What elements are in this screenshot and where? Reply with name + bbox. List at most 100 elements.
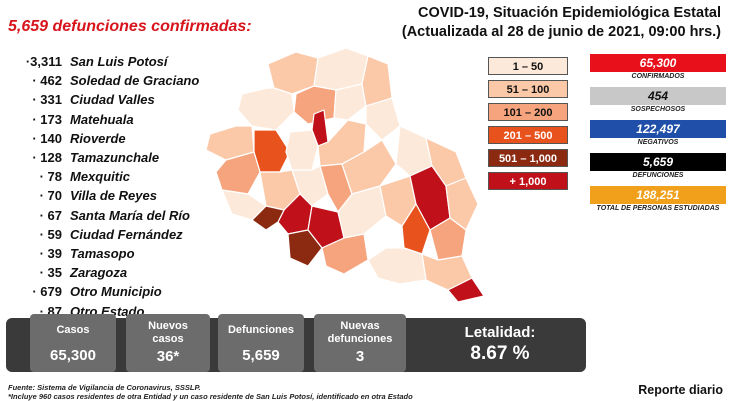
map-region — [447, 277, 485, 303]
municipality-name: Villa de Reyes — [70, 188, 157, 204]
municipality-row: · 128 Tamazunchale — [14, 148, 274, 167]
stat-value: 5,659 — [590, 153, 726, 171]
stats-panel: 65,300 CONFIRMADOS 454 SOSPECHOSOS 122,497 NE… — [590, 54, 726, 219]
defunciones-value: 5,659 — [242, 347, 280, 364]
municipality-row: ·3,311 San Luis Potosí — [14, 52, 274, 71]
municipality-row: · 39 Tamasopo — [14, 244, 274, 263]
state-map — [205, 47, 485, 303]
municipality-name: Soledad de Graciano — [70, 73, 200, 89]
casos-label: Casos — [56, 324, 90, 336]
legend-item: 1 – 50 — [488, 57, 568, 75]
map-region — [429, 217, 467, 261]
report-title: COVID-19, Situación Epidemiológica Estat… — [402, 4, 721, 42]
footnote-note: *Incluye 960 casos residentes de otra En… — [8, 392, 413, 401]
stat-label: TOTAL DE PERSONAS ESTUDIADAS — [596, 205, 720, 212]
legend-item: 51 – 100 — [488, 80, 568, 98]
municipality-row: · 59 Ciudad Fernández — [14, 225, 274, 244]
stat-value: 122,497 — [590, 120, 726, 138]
municipality-count: · 59 — [39, 226, 62, 242]
municipality-count: · 331 — [32, 92, 62, 108]
nuevas-defunciones-card: Nuevas defunciones 3 — [314, 314, 406, 372]
municipality-count: ·3,311 — [25, 54, 62, 70]
footnote-source: Fuente: Sistema de Vigilancia de Coronav… — [8, 383, 201, 392]
municipality-count: · 78 — [39, 169, 62, 185]
municipality-count: · 67 — [39, 207, 62, 223]
municipality-row: · 173 Matehuala — [14, 110, 274, 129]
map-region — [367, 247, 427, 285]
municipality-list: ·3,311 San Luis Potosí · 462 Soledad de Gra… — [14, 52, 274, 321]
municipality-count: · 70 — [39, 188, 62, 204]
municipality-row: · 35 Zaragoza — [14, 263, 274, 282]
deaths-title: 5,659 defunciones confirmadas: — [8, 18, 252, 35]
map-legend: 1 – 50 51 – 100 101 – 200 201 – 500 501 – 1,… — [488, 57, 568, 195]
stat-item: 122,497 NEGATIVOS — [590, 120, 726, 147]
casos-value: 65,300 — [50, 347, 96, 364]
municipality-row: · 331 Ciudad Valles — [14, 90, 274, 109]
casos-card: Casos 65,300 — [30, 314, 116, 372]
legend-item: 501 – 1,000 — [488, 149, 568, 167]
map-region — [445, 177, 479, 231]
stat-item: 65,300 CONFIRMADOS — [590, 54, 726, 81]
municipality-name: Otro Municipio — [70, 284, 162, 300]
report-type: Reporte diario — [638, 383, 723, 397]
municipality-row: · 78 Mexquitic — [14, 167, 274, 186]
legend-item: + 1,000 — [488, 172, 568, 190]
map-region — [253, 129, 291, 173]
legend-item: 201 – 500 — [488, 126, 568, 144]
municipality-count: · 462 — [32, 73, 62, 89]
stat-label: NEGATIVOS — [637, 139, 679, 146]
stat-value: 65,300 — [590, 54, 726, 72]
defunciones-card: Defunciones 5,659 — [218, 314, 304, 372]
stat-value: 188,251 — [590, 186, 726, 204]
report-title-line1: COVID-19, Situación Epidemiológica Estat… — [418, 5, 721, 21]
municipality-row: · 70 Villa de Reyes — [14, 186, 274, 205]
municipality-count: · 35 — [39, 265, 62, 281]
municipality-count: · 128 — [32, 150, 62, 166]
defunciones-label: Defunciones — [227, 324, 294, 336]
stat-label: CONFIRMADOS — [631, 73, 685, 80]
municipality-row: · 67 Santa María del Río — [14, 206, 274, 225]
stat-value: 454 — [590, 87, 726, 105]
municipality-name: Mexquitic — [70, 169, 130, 185]
municipality-name: Zaragoza — [70, 265, 128, 281]
municipality-count: · 173 — [32, 111, 62, 127]
municipality-name: San Luis Potosí — [70, 54, 168, 70]
nuevos-casos-value: 36* — [156, 348, 180, 365]
letalidad-label: Letalidad: — [464, 324, 536, 341]
map-region — [365, 97, 401, 141]
map-region — [287, 229, 323, 267]
municipality-name: Tamasopo — [70, 245, 135, 261]
municipality-name: Rioverde — [70, 130, 126, 146]
municipality-name: Matehuala — [70, 111, 134, 127]
municipality-count: · 39 — [39, 245, 62, 261]
map-region — [285, 129, 319, 171]
map-region — [237, 87, 295, 131]
municipality-name: Tamazunchale — [70, 150, 160, 166]
municipality-name: Santa María del Río — [70, 207, 190, 223]
map-region — [401, 203, 431, 255]
municipality-row: · 462 Soledad de Graciano — [14, 71, 274, 90]
nuevas-defunciones-value: 3 — [355, 348, 365, 365]
municipality-name: Ciudad Valles — [70, 92, 155, 108]
stat-label: SOSPECHOSOS — [630, 106, 686, 113]
letalidad-value: 8.67 % — [470, 343, 530, 364]
nuevos-casos-label: Nuevos casos — [148, 320, 188, 345]
map-region — [221, 189, 267, 221]
stat-item: 5,659 DEFUNCIONES — [590, 153, 726, 180]
municipality-row: · 679 Otro Municipio — [14, 282, 274, 301]
municipality-count: · 679 — [32, 284, 62, 300]
municipality-count: · 140 — [32, 130, 62, 146]
map-region — [333, 83, 367, 121]
legend-item: 101 – 200 — [488, 103, 568, 121]
nuevos-casos-card: Nuevos casos 36* — [126, 314, 210, 372]
letalidad-block: Letalidad: 8.67 % — [420, 314, 580, 372]
municipality-row: · 140 Rioverde — [14, 129, 274, 148]
map-region — [313, 47, 369, 91]
nuevas-defunciones-label: Nuevas defunciones — [327, 320, 393, 345]
footnote: Fuente: Sistema de Vigilancia de Coronav… — [8, 383, 413, 401]
municipality-name: Ciudad Fernández — [70, 226, 183, 242]
stat-item: 454 SOSPECHOSOS — [590, 87, 726, 114]
stat-label: DEFUNCIONES — [632, 172, 684, 179]
report-title-line2: (Actualizada al 28 de junio de 2021, 09:… — [401, 24, 721, 40]
stat-item: 188,251 TOTAL DE PERSONAS ESTUDIADAS — [590, 186, 726, 213]
